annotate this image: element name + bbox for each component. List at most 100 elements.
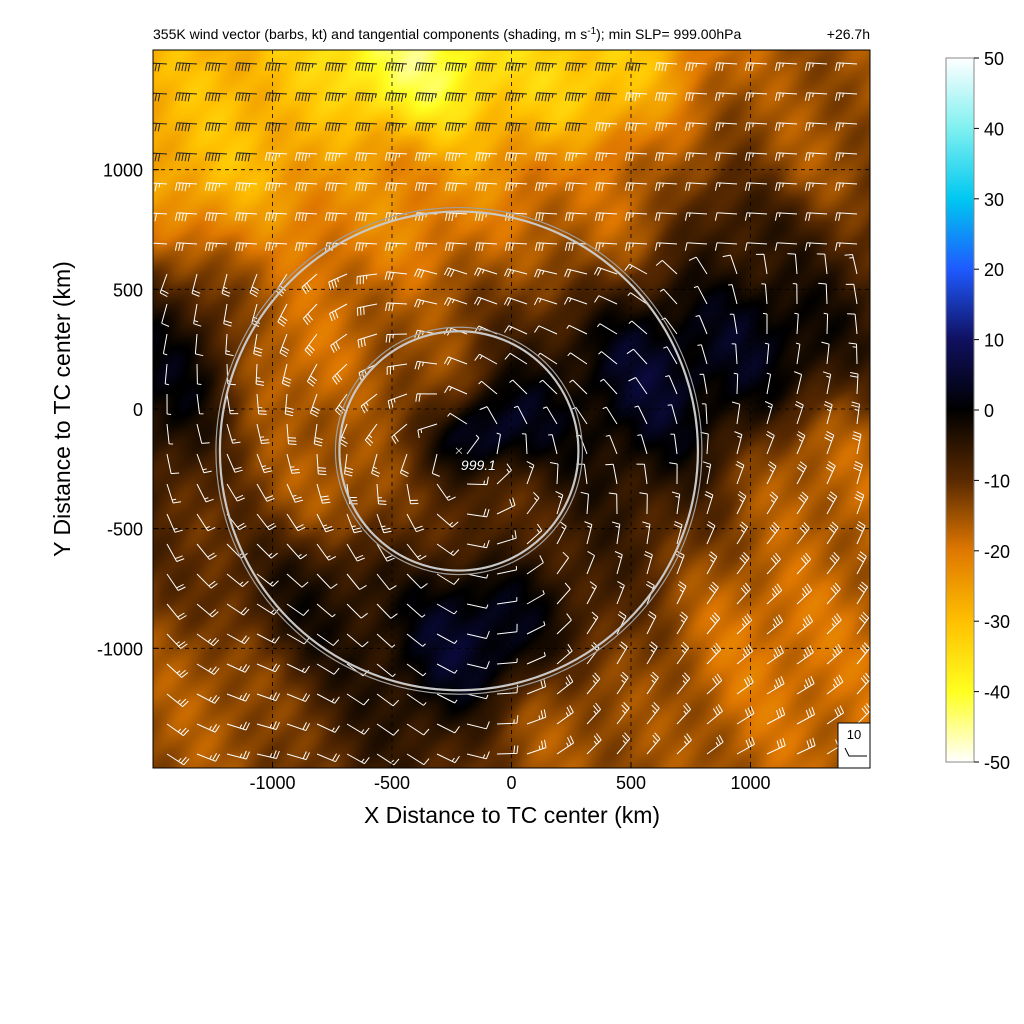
wind-barb — [586, 611, 599, 635]
wind-barb — [534, 268, 558, 278]
wind-barb — [504, 268, 528, 278]
wind-barb — [316, 693, 340, 704]
wind-barb — [436, 483, 456, 501]
wind-barb — [384, 212, 408, 222]
wind-barb — [256, 513, 277, 531]
wind-barb — [436, 723, 460, 734]
colorbar-tick-label: 0 — [984, 401, 994, 421]
wind-barb — [174, 92, 198, 102]
wind-barb — [196, 543, 217, 560]
wind-barb — [795, 342, 801, 365]
wind-barb — [586, 702, 601, 725]
wind-barb — [406, 603, 426, 618]
wind-barb — [166, 393, 172, 415]
wind-barbs — [153, 62, 870, 766]
wind-barb — [204, 62, 228, 72]
wind-barb — [796, 461, 807, 485]
wind-barb — [255, 363, 265, 386]
wind-barb — [744, 122, 768, 131]
wind-barb — [191, 273, 201, 297]
wind-barb — [654, 182, 678, 191]
wind-barb — [628, 320, 648, 335]
wind-barb — [417, 423, 438, 438]
wind-barb — [415, 393, 438, 402]
wind-barb — [736, 491, 747, 515]
wind-barb — [834, 152, 858, 161]
wind-barb — [264, 242, 288, 252]
wind-barb — [556, 705, 574, 725]
wind-barb — [822, 371, 832, 395]
wind-barb — [256, 423, 270, 444]
colorbar-tick-label: 10 — [984, 331, 1004, 351]
colorbar-tick-label: 40 — [984, 119, 1004, 139]
wind-barb — [196, 603, 219, 618]
wind-barb — [572, 406, 588, 425]
wind-barb — [796, 645, 814, 665]
wind-barb — [824, 430, 835, 455]
radius-ring-outer — [215, 206, 703, 695]
wind-barb — [586, 733, 602, 755]
wind-barb — [594, 212, 618, 222]
wind-barb — [504, 62, 528, 72]
wind-barb — [744, 152, 768, 161]
wind-barb — [852, 431, 862, 455]
wind-barb — [796, 614, 814, 635]
wind-barb — [339, 423, 348, 448]
wind-barb — [509, 379, 528, 395]
wind-barb — [736, 705, 755, 725]
y-axis-title: Y Distance to TC center (km) — [49, 261, 75, 557]
wind-barb — [628, 377, 648, 395]
wind-barb — [436, 693, 458, 704]
wind-barb — [564, 212, 588, 222]
colorbar-tick-label: -20 — [984, 542, 1010, 562]
wind-barb — [385, 302, 408, 312]
wind-barb — [153, 62, 168, 72]
wind-barb — [676, 702, 691, 725]
wind-barb — [706, 734, 724, 755]
wind-barb — [431, 453, 440, 477]
colorbar-ramp — [945, 57, 975, 763]
wind-barb — [316, 663, 340, 675]
wind-barb — [166, 723, 190, 737]
wind-barb — [637, 434, 648, 455]
wind-barb — [731, 401, 741, 425]
wind-barb — [316, 543, 337, 561]
wind-barb — [376, 603, 398, 619]
wind-barb — [264, 122, 288, 132]
wind-barb — [856, 581, 869, 605]
x-tick-label: -500 — [374, 773, 410, 793]
wind-barb — [294, 122, 318, 132]
wind-barb — [794, 312, 799, 335]
wind-barb — [264, 152, 288, 162]
wind-barb — [256, 543, 278, 559]
wind-barb — [204, 212, 228, 222]
wind-barb — [534, 152, 558, 162]
wind-barb — [584, 521, 593, 545]
wind-barb — [444, 152, 468, 162]
y-axis: -1000 -500 0 500 1000 — [97, 161, 159, 659]
wind-barb — [444, 385, 468, 395]
wind-barb — [627, 292, 648, 305]
wind-barb — [654, 62, 678, 72]
wind-barb — [826, 552, 840, 575]
wind-barb — [256, 483, 275, 502]
wind-barb — [624, 62, 648, 72]
wind-barb — [556, 551, 570, 575]
wind-barb — [556, 521, 567, 545]
wind-barb — [496, 565, 518, 575]
y-tick-label: -500 — [107, 520, 143, 540]
wind-barb — [766, 676, 785, 695]
wind-barb — [804, 152, 828, 161]
wind-barb — [714, 152, 738, 161]
wind-barb — [414, 152, 438, 162]
wind-barb — [204, 242, 228, 252]
wind-barb — [399, 453, 409, 478]
wind-barb — [264, 182, 288, 192]
center-slp-label: 999.1 — [461, 457, 496, 473]
wind-barb — [697, 344, 708, 365]
colorbar: 50 40 30 20 10 0 -10 -20 -30 -40 -50 — [945, 49, 1010, 773]
x-tick-label: 500 — [616, 773, 646, 793]
wind-barb — [443, 267, 468, 278]
wind-barb — [360, 393, 378, 414]
wind-barb — [174, 152, 198, 162]
